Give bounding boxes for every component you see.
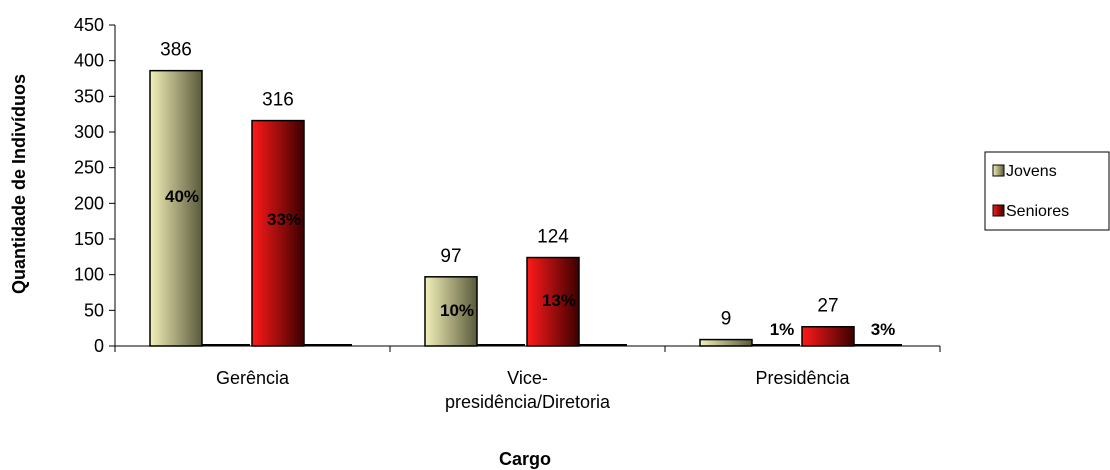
x-tick-label-line: presidência/Diretoria	[445, 392, 611, 412]
x-tick-label-line: Presidência	[755, 368, 850, 388]
y-tick-label: 300	[74, 122, 104, 142]
y-tick-label: 350	[74, 86, 104, 106]
y-tick-label: 450	[74, 15, 104, 35]
percent-label: 1%	[770, 320, 795, 339]
x-tick-label: Gerência	[216, 368, 290, 388]
legend: Jovens Seniores	[984, 151, 1110, 231]
bar-seniores-3	[801, 325, 855, 347]
y-tick-label: 200	[74, 193, 104, 213]
y-tick-label: 100	[74, 265, 104, 285]
percent-label: 40%	[165, 187, 199, 206]
x-tick-label: Presidência	[755, 368, 850, 388]
y-axis: 0 50 100 150 200 250 300 350 400 450	[74, 15, 116, 356]
legend-swatch-seniores	[992, 204, 1005, 217]
percent-label: 10%	[440, 301, 474, 320]
y-tick-label: 400	[74, 51, 104, 71]
percent-label: 3%	[871, 320, 896, 339]
legend-box	[984, 151, 1110, 231]
bar-jovens-1	[149, 69, 203, 347]
y-axis-title: Quantidade de Indivíduos	[9, 74, 29, 294]
value-label: 386	[160, 40, 192, 61]
legend-label-jovens: Jovens	[1006, 163, 1057, 180]
x-tick-label-line: Vice-	[507, 368, 548, 388]
value-label: 316	[262, 90, 294, 111]
bar-seniores-1	[251, 119, 305, 347]
x-axis-title: Cargo	[499, 449, 551, 469]
legend-label-seniores: Seniores	[1006, 203, 1069, 220]
legend-swatch-jovens	[992, 164, 1005, 177]
bar-jovens-3	[699, 338, 753, 347]
percent-label: 13%	[542, 291, 576, 310]
percent-label: 33%	[267, 210, 301, 229]
value-label: 27	[817, 296, 838, 317]
value-label: 9	[721, 309, 732, 330]
bar-jovens-2	[424, 276, 478, 347]
bars	[149, 69, 902, 347]
bar-seniores-2	[526, 256, 580, 347]
y-tick-label: 0	[94, 336, 104, 356]
value-label: 97	[440, 246, 461, 267]
value-label: 124	[537, 227, 569, 248]
data-labels: 386 40% 316 33% 97 10% 124 13% 9 1% 27 3%	[160, 40, 895, 339]
x-tick-label: Vice-presidência/Diretoria	[445, 368, 611, 412]
y-tick-label: 250	[74, 158, 104, 178]
y-tick-label: 150	[74, 229, 104, 249]
y-tick-label: 50	[84, 300, 104, 320]
x-tick-label-line: Gerência	[216, 368, 290, 388]
x-axis: Gerência Vice-presidência/Diretoria Presid…	[114, 345, 941, 412]
